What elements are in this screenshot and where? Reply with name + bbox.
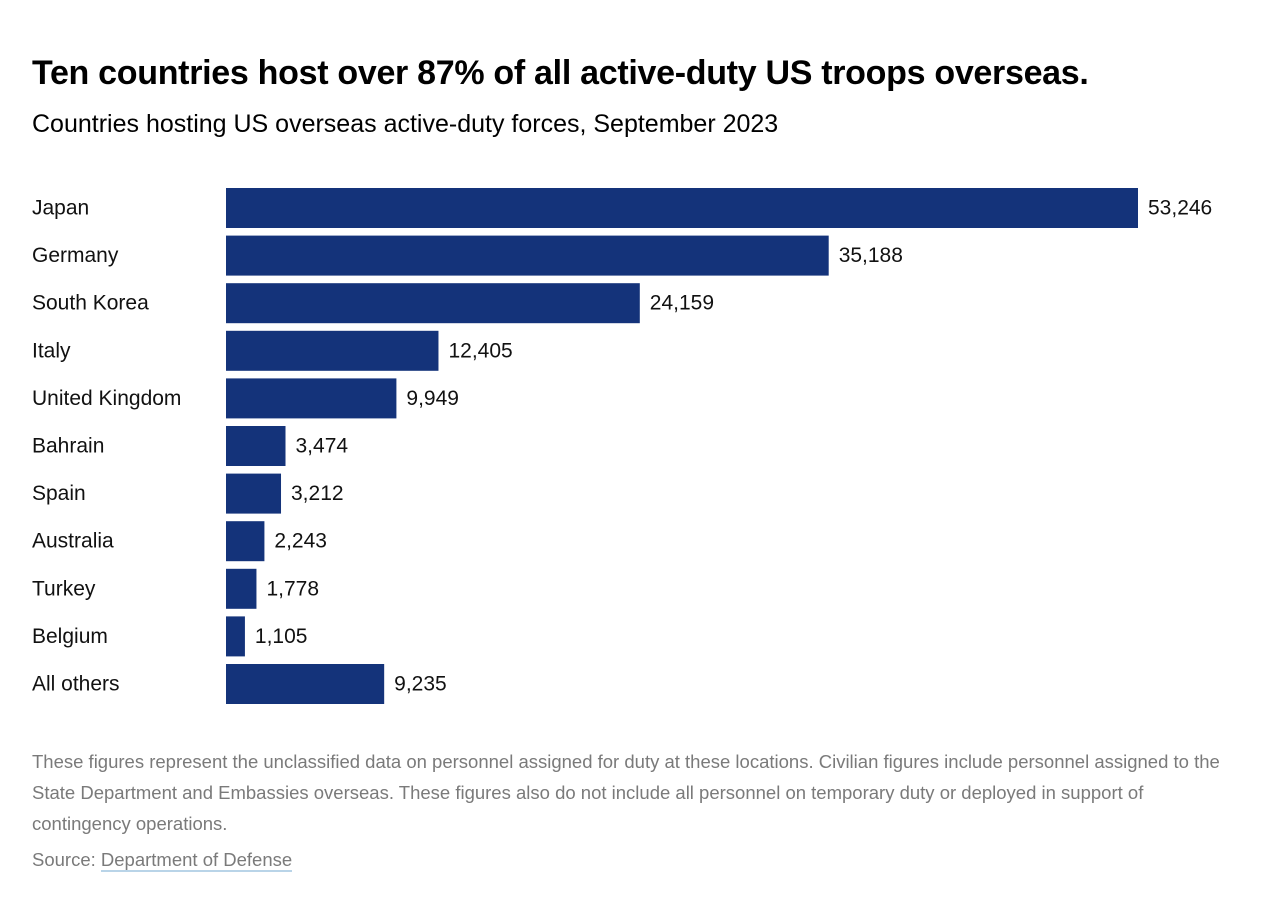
category-label-australia: Australia: [32, 530, 114, 553]
value-label-italy: 12,405: [448, 339, 512, 362]
category-label-bahrain: Bahrain: [32, 435, 104, 458]
bar-south-korea: [226, 283, 640, 324]
category-label-belgium: Belgium: [32, 625, 108, 648]
value-label-australia: 2,243: [274, 530, 327, 553]
value-label-spain: 3,212: [291, 482, 344, 505]
bar-turkey: [226, 568, 257, 609]
value-label-south-korea: 24,159: [650, 292, 714, 315]
bar-japan: [226, 188, 1138, 228]
bar-belgium: [226, 616, 245, 657]
chart-subtitle: Countries hosting US overseas active-dut…: [32, 110, 779, 138]
category-label-turkey: Turkey: [32, 577, 96, 600]
bar-italy: [226, 330, 439, 371]
value-label-germany: 35,188: [839, 244, 903, 267]
source-line: Source: Department of Defense: [32, 844, 293, 875]
category-label-all-others: All others: [32, 673, 120, 696]
category-label-united-kingdom: United Kingdom: [32, 387, 181, 410]
source-link[interactable]: Department of Defense: [100, 849, 293, 872]
bar-australia: [226, 521, 265, 562]
value-label-japan: 53,246: [1148, 197, 1212, 220]
source-prefix: Source:: [32, 849, 101, 870]
bar-spain: [226, 473, 282, 514]
chart-title: Ten countries host over 87% of all activ…: [32, 54, 1089, 92]
value-label-bahrain: 3,474: [296, 435, 349, 458]
category-label-spain: Spain: [32, 482, 86, 505]
category-label-germany: Germany: [32, 244, 119, 267]
bar-united-kingdom: [226, 378, 397, 419]
category-label-italy: Italy: [32, 339, 71, 362]
bar-chart: Japan 53,246 Germany 35,188 South Korea 24,15…: [32, 188, 1212, 704]
category-label-south-korea: South Korea: [32, 292, 149, 315]
value-label-turkey: 1,778: [266, 577, 319, 600]
bar-bahrain: [226, 426, 286, 466]
bar-germany: [226, 235, 829, 276]
value-label-all-others: 9,235: [394, 673, 447, 696]
value-label-united-kingdom: 9,949: [406, 387, 459, 410]
footnote: These figures represent the unclassified…: [32, 751, 1220, 834]
category-label-japan: Japan: [32, 197, 89, 220]
value-label-belgium: 1,105: [255, 625, 308, 648]
bar-all-others: [226, 664, 385, 704]
